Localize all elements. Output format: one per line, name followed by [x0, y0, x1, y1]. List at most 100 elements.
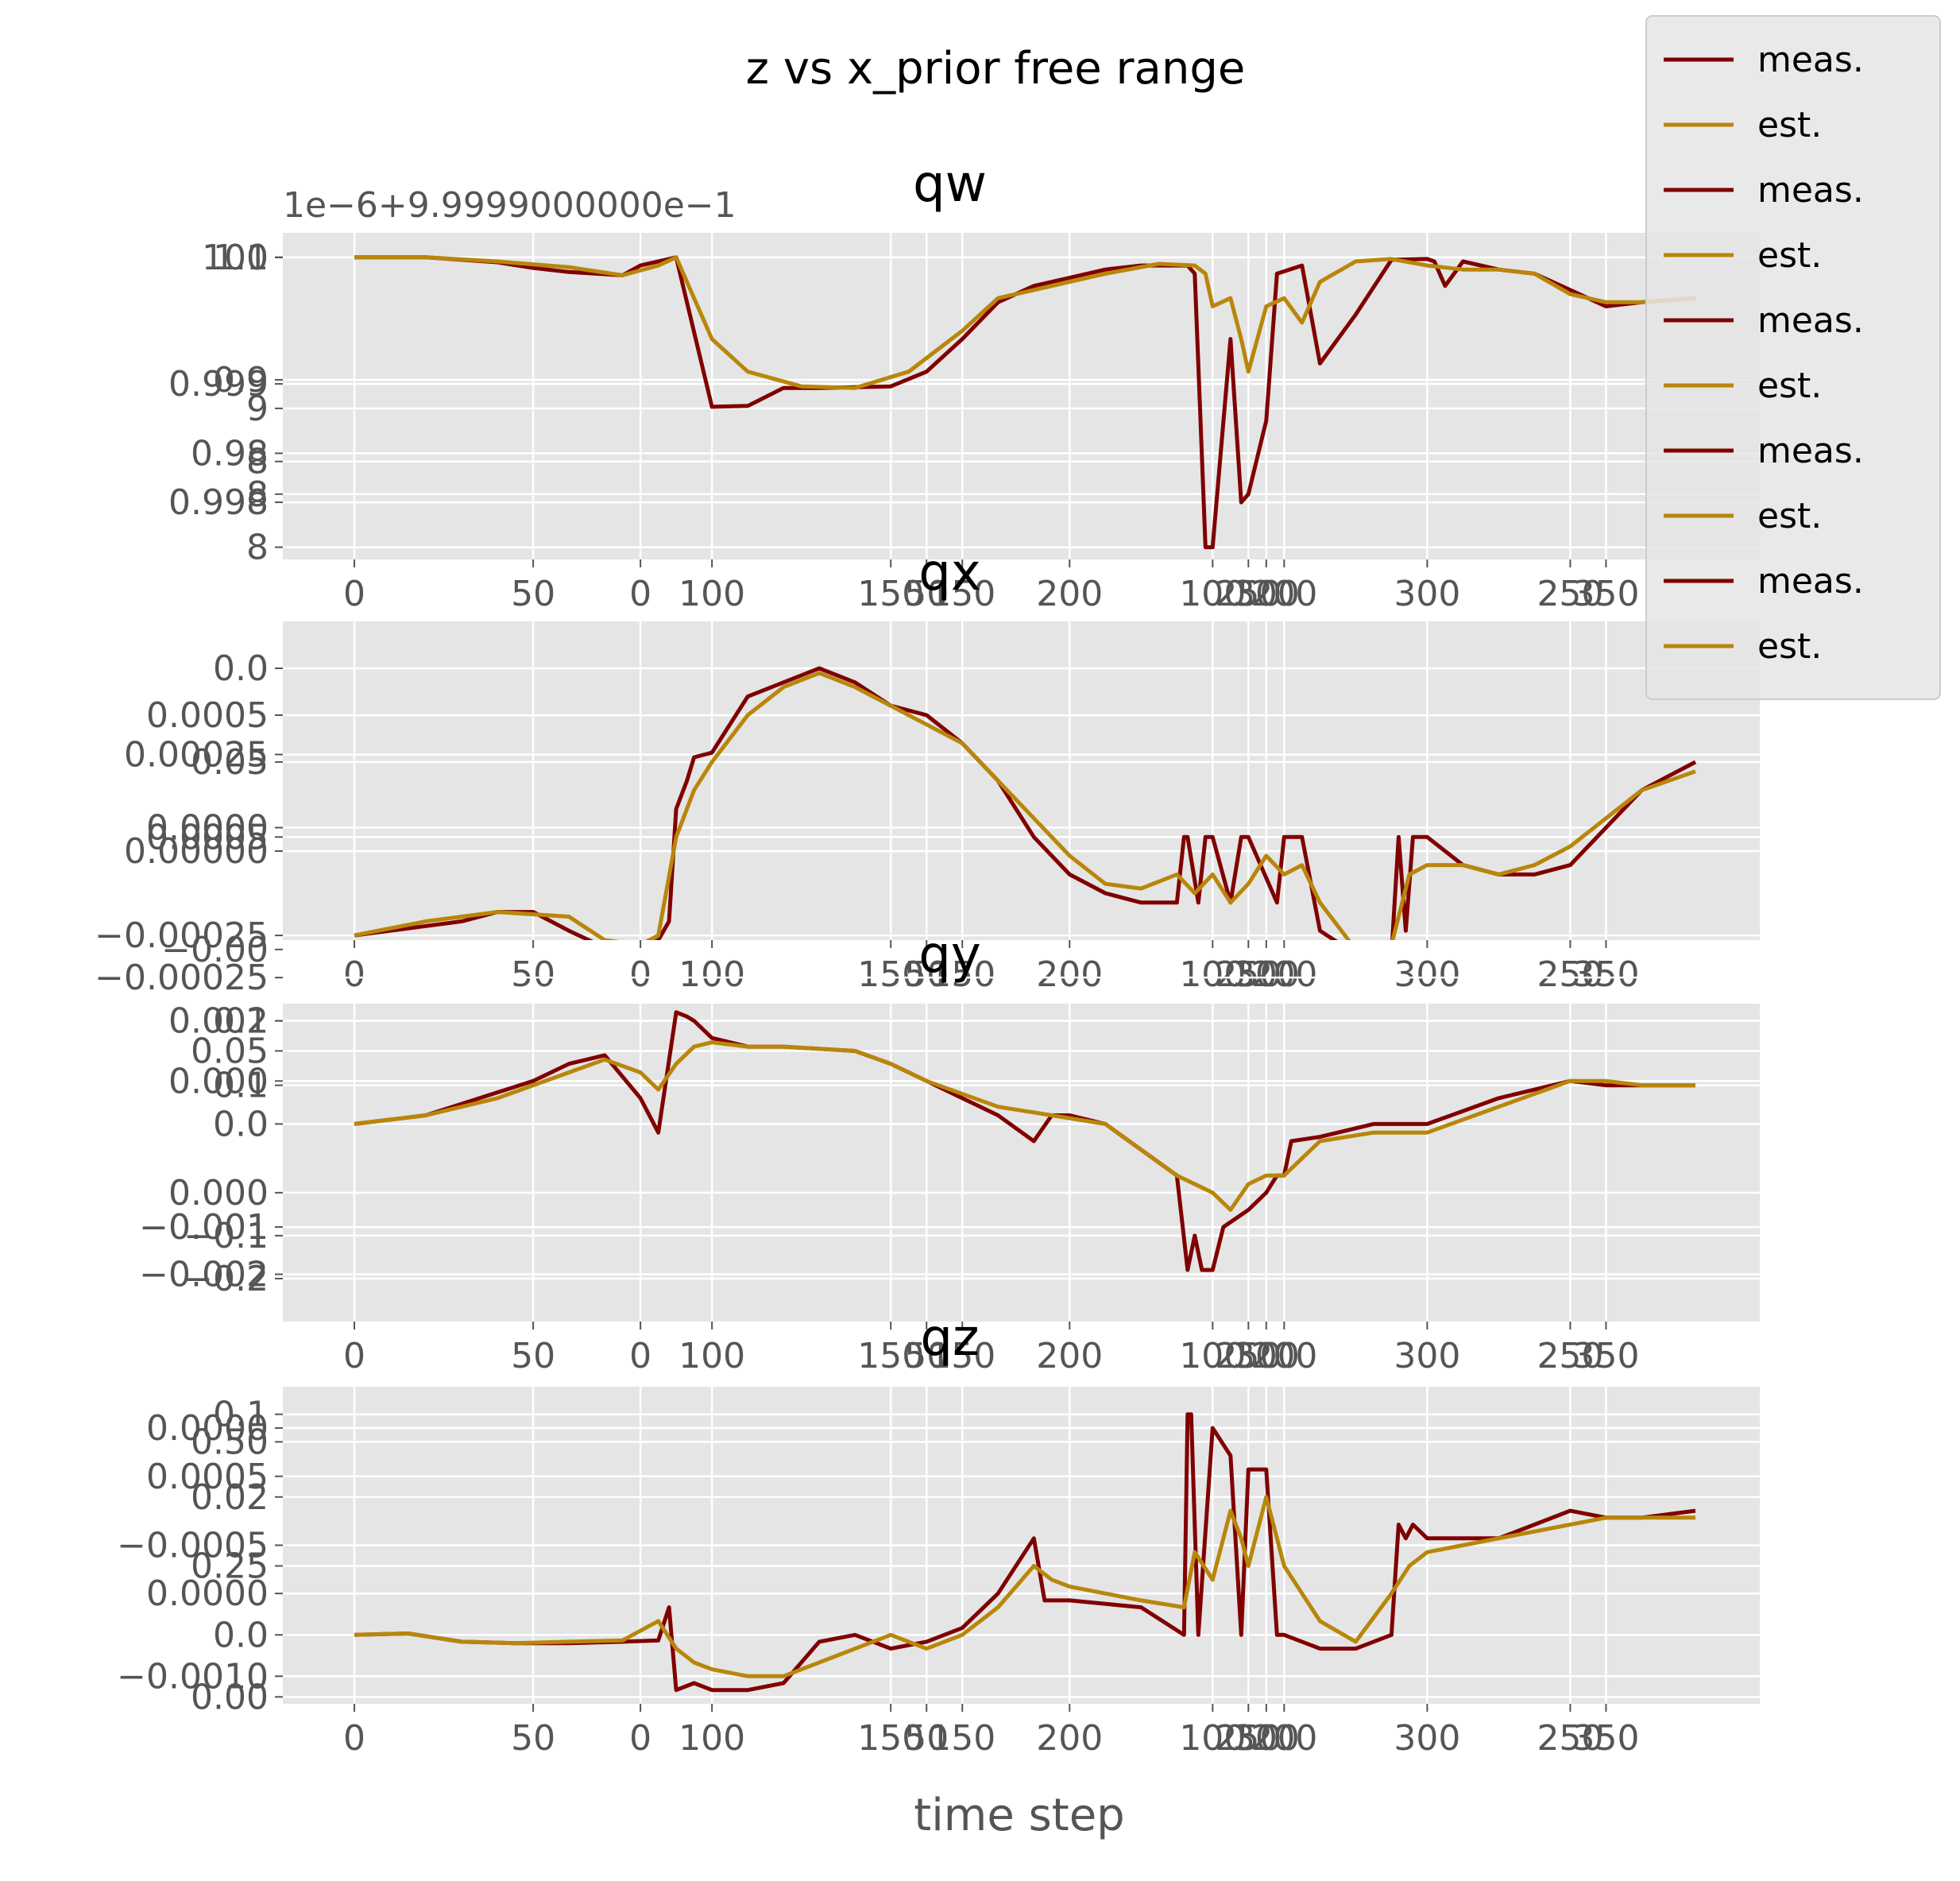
legend-label: meas. — [1757, 300, 1864, 341]
x-tick-label: 50 — [904, 574, 949, 614]
y-tick-label: 0.0 — [213, 1615, 269, 1655]
x-tick-label: 200 — [1036, 1718, 1103, 1759]
y-tick-label: −0.00 — [161, 930, 269, 970]
y-tick-label: 0.002 — [168, 1001, 269, 1042]
x-tick-label: 50 — [511, 1336, 555, 1376]
legend: meas. est. meas. est. meas. est. meas. est. meas… — [1645, 15, 1941, 700]
y-tick-label: 0.0 — [213, 1104, 269, 1144]
y-tick-label: 1.0 — [213, 238, 269, 278]
y-tick-label: 0.0000 — [146, 807, 269, 848]
y-tick-label: 0.0000 — [146, 1573, 269, 1614]
y-tick-label: −0.001 — [139, 1207, 269, 1248]
x-tick-label: 100 — [678, 954, 745, 995]
x-tick-label: 100 — [1179, 954, 1246, 995]
y-tick-label: −0.0005 — [117, 1526, 269, 1566]
y-tick-label: −0.002 — [139, 1255, 269, 1295]
y-tick-label: 0.1 — [213, 1001, 269, 1042]
x-tick-label: 100 — [1179, 574, 1246, 614]
legend-label: meas. — [1757, 561, 1864, 602]
x-tick-label: 0 — [629, 1718, 651, 1759]
y-tick-label: 0.999 — [168, 364, 269, 404]
legend-label: meas. — [1757, 40, 1864, 80]
y-tick-label: 0.0005 — [146, 695, 269, 736]
subplot-title: qw — [913, 155, 987, 214]
y-tick-label: 0.05 — [191, 1031, 269, 1071]
x-axis-label: time step — [914, 1790, 1124, 1841]
x-tick-label: 300 — [1233, 1718, 1300, 1759]
x-tick-label: 200 — [1036, 574, 1103, 614]
y-tick-label: 0.98 — [191, 433, 269, 474]
subplot-title: qy — [918, 926, 981, 985]
x-tick-label: 0 — [629, 1336, 651, 1376]
x-tick-label: 150 — [929, 1336, 995, 1376]
y-tick-label: 0.00025 — [124, 734, 269, 775]
y-tick-label: 0.998 — [168, 482, 269, 523]
y-tick-label: −0.2 — [184, 1259, 269, 1299]
x-tick-label: 350 — [1572, 1336, 1639, 1376]
meas-line-qx — [354, 666, 1697, 940]
x-tick-label: 350 — [1572, 954, 1639, 995]
legend-box — [1645, 15, 1941, 700]
x-tick-label: 50 — [511, 954, 555, 995]
x-tick-label: 250 — [1537, 1336, 1603, 1376]
plot-area — [283, 1004, 1760, 1322]
x-tick-label: 250 — [1215, 954, 1282, 995]
y-tick-label: 9 — [246, 389, 269, 429]
y-tick-label: −0.00025 — [95, 958, 269, 998]
x-tick-label: 100 — [678, 1336, 745, 1376]
x-tick-label: 200 — [1251, 1718, 1317, 1759]
x-tick-label: 300 — [1394, 954, 1460, 995]
x-tick-label: 300 — [1233, 1336, 1300, 1376]
legend-label: meas. — [1757, 431, 1864, 471]
plot-area — [283, 233, 1760, 559]
x-tick-label: 250 — [1215, 574, 1282, 614]
x-tick-label: 50 — [904, 1718, 949, 1759]
x-tick-label: 150 — [857, 1336, 924, 1376]
x-tick-label: 200 — [1251, 954, 1317, 995]
y-tick-label: 8 — [246, 474, 269, 515]
y-tick-label: 0.0005 — [146, 817, 269, 857]
x-tick-label: 250 — [1537, 954, 1603, 995]
y-tick-label: 0.000 — [168, 1173, 269, 1213]
x-tick-label: 50 — [904, 1336, 949, 1376]
x-tick-label: 0 — [629, 574, 651, 614]
x-tick-label: 150 — [929, 954, 995, 995]
y-offset-text: 1e−6+9.9999000000e−1 — [283, 185, 736, 226]
x-tick-label: 0 — [343, 954, 365, 995]
x-tick-label: 200 — [1251, 1336, 1317, 1376]
x-tick-label: 150 — [857, 954, 924, 995]
x-tick-label: 50 — [904, 954, 949, 995]
x-tick-label: 100 — [1179, 1718, 1246, 1759]
x-tick-label: 250 — [1537, 574, 1603, 614]
y-tick-label: 0.1 — [213, 1066, 269, 1106]
figure-title: z vs x_prior free range — [746, 43, 1246, 95]
legend-label: est. — [1757, 105, 1822, 145]
x-tick-label: 0 — [343, 1718, 365, 1759]
y-tick-label: −0.00025 — [95, 915, 269, 956]
x-tick-label: 100 — [678, 1718, 745, 1759]
x-tick-label: 150 — [857, 1718, 924, 1759]
x-tick-label: 200 — [1251, 574, 1317, 614]
legend-label: est. — [1757, 626, 1822, 667]
x-tick-label: 50 — [511, 574, 555, 614]
legend-label: est. — [1757, 496, 1822, 536]
y-tick-label: −0.1 — [184, 1216, 269, 1256]
y-tick-label: 0.1 — [213, 1395, 269, 1435]
legend-label: meas. — [1757, 170, 1864, 211]
est-line-qy — [354, 1040, 1695, 1212]
x-tick-label: 300 — [1394, 1718, 1460, 1759]
y-tick-label: 0.0000 — [146, 1408, 269, 1449]
x-tick-label: 0 — [343, 1336, 365, 1376]
x-tick-label: 200 — [1036, 1336, 1103, 1376]
y-tick-label: 100 — [202, 238, 269, 278]
y-tick-label: 0.05 — [191, 742, 269, 783]
est-line-qx — [354, 671, 1696, 940]
x-tick-label: 350 — [1572, 1718, 1639, 1759]
y-tick-label: 0.0 — [213, 648, 269, 689]
y-tick-label: 0.0005 — [146, 1457, 269, 1497]
x-tick-label: 0 — [343, 574, 365, 614]
y-tick-label: 0.00000 — [124, 831, 269, 872]
y-tick-label: 0.02 — [191, 1477, 269, 1518]
